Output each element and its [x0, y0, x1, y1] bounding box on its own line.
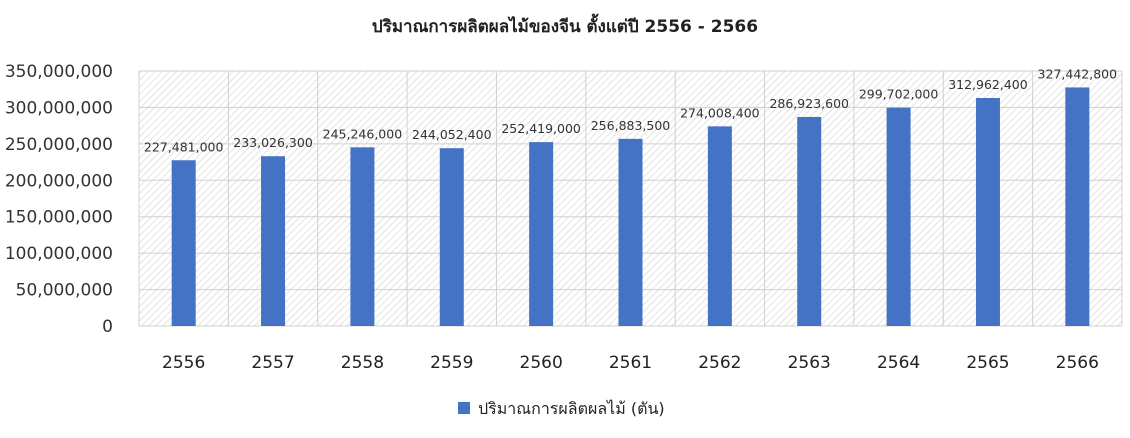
bar — [975, 97, 1000, 327]
legend-label: ปริมาณการผลิตผลไม้ (ตัน) — [478, 399, 665, 418]
bar — [797, 116, 822, 327]
x-tick-label: 2565 — [966, 353, 1009, 373]
data-label: 245,246,000 — [323, 126, 403, 141]
data-labels: 227,481,000 233,026,300 245,246,000 244,052… — [144, 66, 1117, 154]
y-tick-label: 50,000,000 — [16, 281, 113, 301]
bar — [350, 147, 375, 326]
x-tick-label: 2566 — [1056, 353, 1099, 373]
bar — [707, 126, 732, 326]
bar — [886, 107, 911, 326]
data-label: 233,026,300 — [233, 135, 313, 150]
bar — [439, 148, 464, 326]
x-tick-label: 2557 — [251, 353, 294, 373]
bar — [618, 138, 643, 326]
bar — [1065, 87, 1090, 326]
y-tick-label: 0 — [102, 317, 113, 337]
x-tick-label: 2564 — [877, 353, 920, 373]
x-tick-label: 2563 — [788, 353, 831, 373]
y-tick-label: 100,000,000 — [5, 244, 113, 264]
data-label: 252,419,000 — [501, 121, 581, 136]
data-label: 312,962,400 — [948, 77, 1028, 92]
x-tick-label: 2556 — [162, 353, 205, 373]
y-tick-label: 350,000,000 — [5, 62, 113, 82]
x-tick-label: 2562 — [698, 353, 741, 373]
x-tick-label: 2558 — [341, 353, 384, 373]
x-tick-label: 2561 — [609, 353, 652, 373]
x-axis: 2556 2557 2558 2559 2560 2561 2562 2563 2564 2565… — [162, 353, 1099, 373]
bar-series — [171, 87, 1090, 327]
data-label: 327,442,800 — [1038, 66, 1118, 81]
data-label: 299,702,000 — [859, 87, 939, 102]
data-label: 244,052,400 — [412, 127, 492, 142]
data-label: 227,481,000 — [144, 139, 224, 154]
data-label: 286,923,600 — [769, 96, 849, 111]
data-label: 274,008,400 — [680, 105, 760, 120]
y-tick-label: 300,000,000 — [5, 98, 113, 118]
legend-swatch — [458, 402, 470, 414]
y-tick-label: 200,000,000 — [5, 171, 113, 191]
x-tick-label: 2559 — [430, 353, 473, 373]
y-tick-label: 250,000,000 — [5, 135, 113, 155]
y-tick-label: 150,000,000 — [5, 208, 113, 228]
bar — [261, 156, 286, 326]
chart-title: ปริมาณการผลิตผลไม้ของจีน ตั้งแต่ปี 2556 … — [372, 13, 758, 37]
bar — [529, 142, 554, 326]
y-axis: 0 50,000,000 100,000,000 150,000,000 200,000… — [5, 62, 113, 337]
bar — [171, 160, 196, 326]
legend: ปริมาณการผลิตผลไม้ (ตัน) — [458, 399, 665, 418]
data-label: 256,883,500 — [591, 118, 671, 133]
x-tick-label: 2560 — [520, 353, 563, 373]
